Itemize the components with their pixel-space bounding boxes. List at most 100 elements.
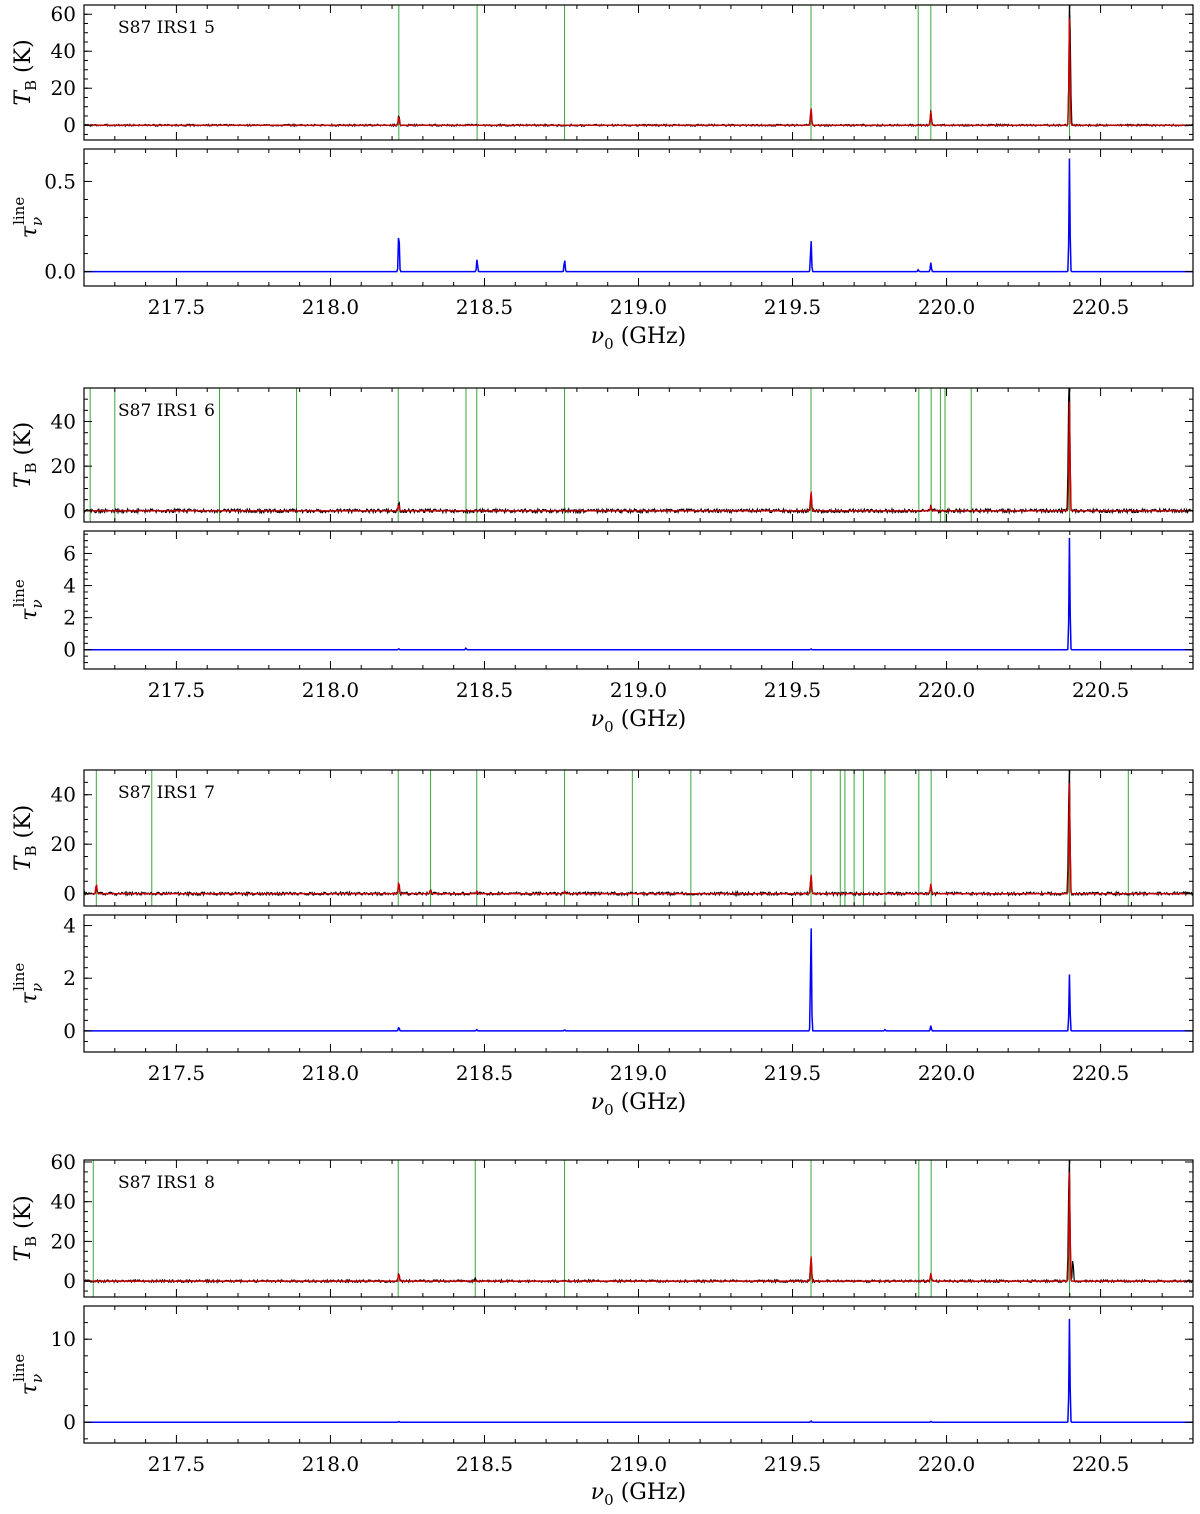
x-tick-label: 220.0 — [918, 295, 975, 319]
x-tick-label: 218.0 — [302, 295, 359, 319]
y-tick-label-bottom: 4 — [63, 574, 76, 598]
top-plot-area — [84, 388, 1193, 522]
top-y-axis-label: TB (K) — [11, 422, 40, 488]
x-tick-label: 218.0 — [302, 1452, 359, 1476]
x-tick-label: 220.5 — [1072, 678, 1129, 702]
panel-label: S87 IRS1 7 — [118, 783, 215, 803]
y-tick-label-bottom: 2 — [63, 966, 76, 990]
x-tick-label: 219.0 — [610, 295, 667, 319]
bottom-plot-area — [84, 928, 1193, 1032]
bottom-y-axis-label: τνline — [10, 197, 46, 239]
model-spectrum-line — [84, 782, 1193, 895]
svg-text:TB (K): TB (K) — [11, 1195, 40, 1261]
bottom-y-axis-label: τνline — [10, 1354, 46, 1396]
top-plot-area — [84, 1160, 1193, 1297]
observed-spectrum-line — [84, 388, 1193, 515]
optical-depth-line — [84, 158, 1193, 273]
x-tick-label: 219.5 — [764, 295, 821, 319]
model-spectrum-line — [84, 18, 1193, 126]
svg-text:τνline: τνline — [10, 579, 46, 621]
y-tick-label-top: 60 — [51, 1150, 76, 1174]
x-tick-label: 217.5 — [148, 295, 205, 319]
top-y-axis-label: TB (K) — [11, 39, 40, 105]
x-tick-label: 217.5 — [148, 678, 205, 702]
panel-label: S87 IRS1 5 — [118, 18, 215, 38]
x-tick-label: 218.5 — [456, 1452, 513, 1476]
y-tick-label-top: 20 — [51, 76, 76, 100]
model-spectrum-line — [84, 1172, 1193, 1282]
top-y-axis-label: TB (K) — [11, 805, 40, 871]
top-plot-area — [84, 770, 1193, 906]
y-tick-label-top: 0 — [63, 882, 76, 906]
bottom-axes-frame — [83, 530, 1194, 670]
x-tick-label: 218.0 — [302, 1061, 359, 1085]
svg-text:τνline: τνline — [10, 1354, 46, 1396]
y-tick-label-bottom: 0 — [63, 1410, 76, 1434]
y-tick-label-top: 0 — [63, 499, 76, 523]
y-tick-label-top: 0 — [63, 1269, 76, 1293]
bottom-y-axis-label: τνline — [10, 963, 46, 1005]
y-tick-label-top: 40 — [51, 39, 76, 63]
y-tick-label-top: 60 — [51, 2, 76, 26]
optical-depth-line — [84, 1318, 1193, 1423]
y-tick-label-top: 40 — [51, 410, 76, 434]
x-tick-label: 218.5 — [456, 295, 513, 319]
x-axis-label: ν0 (GHz) — [591, 1480, 686, 1509]
bottom-plot-area — [84, 1318, 1193, 1423]
y-tick-label-bottom: 0.5 — [44, 169, 76, 193]
x-tick-label: 218.5 — [456, 678, 513, 702]
observed-spectrum-line — [84, 1160, 1193, 1285]
top-axes-frame — [83, 769, 1194, 907]
x-tick-label: 219.0 — [610, 1452, 667, 1476]
y-tick-label-top: 20 — [51, 832, 76, 856]
y-tick-label-bottom: 2 — [63, 606, 76, 630]
optical-depth-line — [84, 928, 1193, 1032]
spectrum-panel-7: 0 20 40 TB (K) S87 IRS1 7 0 2 4 τνline 217.5 218.0… — [10, 769, 1194, 1119]
top-y-axis-label: TB (K) — [11, 1195, 40, 1261]
observed-spectrum-line — [84, 5, 1193, 128]
model-spectrum-line — [84, 401, 1193, 512]
x-tick-label: 220.5 — [1072, 1452, 1129, 1476]
y-tick-label-bottom: 4 — [63, 914, 76, 938]
top-axes-frame — [83, 4, 1194, 141]
x-tick-label: 219.0 — [610, 678, 667, 702]
top-plot-area — [84, 5, 1193, 140]
spectrum-panel-6: 0 20 40 TB (K) S87 IRS1 6 0 2 4 6 τνline 217.5 218.… — [10, 387, 1194, 736]
x-tick-label: 220.0 — [918, 1452, 975, 1476]
bottom-axes-frame — [83, 148, 1194, 287]
x-tick-label: 219.0 — [610, 1061, 667, 1085]
x-tick-label: 217.5 — [148, 1452, 205, 1476]
x-tick-label: 220.5 — [1072, 1061, 1129, 1085]
x-tick-label: 220.0 — [918, 678, 975, 702]
x-axis-label: ν0 (GHz) — [591, 324, 686, 353]
x-tick-label: 220.0 — [918, 1061, 975, 1085]
x-tick-label: 218.5 — [456, 1061, 513, 1085]
x-tick-label: 218.0 — [302, 678, 359, 702]
x-tick-label: 219.5 — [764, 1061, 821, 1085]
svg-text:TB (K): TB (K) — [11, 422, 40, 488]
y-tick-label-top: 20 — [51, 1229, 76, 1253]
x-tick-label: 219.5 — [764, 678, 821, 702]
svg-text:TB (K): TB (K) — [11, 805, 40, 871]
y-tick-label-top: 40 — [51, 1190, 76, 1214]
panel-label: S87 IRS1 6 — [118, 401, 215, 421]
x-tick-label: 220.5 — [1072, 295, 1129, 319]
bottom-y-axis-label: τνline — [10, 579, 46, 621]
optical-depth-line — [84, 537, 1193, 651]
x-tick-label: 219.5 — [764, 1452, 821, 1476]
x-tick-label: 217.5 — [148, 1061, 205, 1085]
svg-text:TB (K): TB (K) — [11, 39, 40, 105]
bottom-plot-area — [84, 158, 1193, 273]
y-tick-label-bottom: 0.0 — [44, 260, 76, 284]
y-tick-label-bottom: 6 — [63, 541, 76, 565]
x-axis-label: ν0 (GHz) — [591, 1090, 686, 1119]
y-tick-label-bottom: 10 — [51, 1327, 76, 1351]
observed-spectrum-line — [84, 770, 1193, 898]
bottom-plot-area — [84, 537, 1193, 651]
top-axes-frame — [83, 1159, 1194, 1298]
panel-label: S87 IRS1 8 — [118, 1173, 215, 1193]
y-tick-label-top: 40 — [51, 783, 76, 807]
svg-text:τνline: τνline — [10, 963, 46, 1005]
y-tick-label-bottom: 0 — [63, 638, 76, 662]
